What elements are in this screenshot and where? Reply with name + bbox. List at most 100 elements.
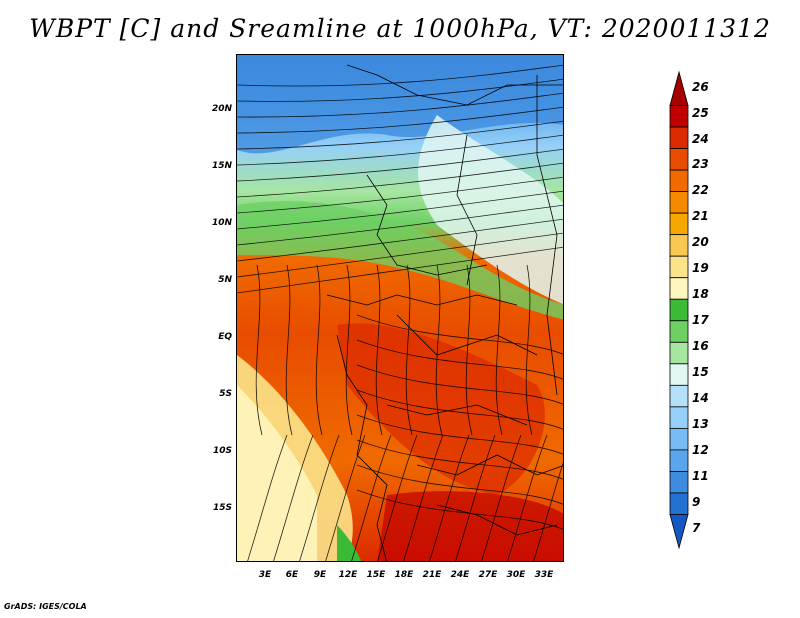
streamline bbox=[525, 264, 533, 436]
streamline bbox=[356, 364, 563, 405]
colorbar-label-9: 9 bbox=[692, 495, 701, 509]
lon-label-33e: 33E bbox=[534, 570, 554, 580]
streamline bbox=[429, 434, 470, 561]
cooler-coast-west bbox=[237, 385, 317, 561]
lon-label-30e: 30E bbox=[506, 570, 526, 580]
streamline bbox=[356, 339, 563, 380]
streamline bbox=[237, 162, 563, 198]
colorbar-box bbox=[669, 320, 689, 343]
wbpt-field-map bbox=[237, 55, 563, 561]
colorbar-box bbox=[669, 169, 689, 193]
colorbar-label-17: 17 bbox=[692, 313, 709, 327]
lat-label-5s: 5S bbox=[219, 389, 232, 399]
lon-label-6e: 6E bbox=[285, 570, 299, 580]
lon-label-15e: 15E bbox=[366, 570, 386, 580]
streamline bbox=[237, 64, 563, 87]
streamline bbox=[273, 434, 314, 561]
streamline bbox=[237, 106, 563, 134]
colorbar-box bbox=[669, 277, 689, 300]
colorbar-label-26: 26 bbox=[692, 80, 709, 94]
colorbar-label-23: 23 bbox=[692, 157, 709, 171]
streamline bbox=[237, 246, 563, 294]
warm-core-central bbox=[337, 323, 545, 495]
streamline bbox=[237, 218, 563, 262]
lon-label-21e: 21E bbox=[422, 570, 442, 580]
streamline bbox=[237, 92, 563, 118]
colorbar-box bbox=[669, 471, 689, 494]
lon-label-3e: 3E bbox=[258, 570, 272, 580]
lat-label-20n: 20N bbox=[211, 104, 232, 114]
streamline bbox=[237, 134, 563, 166]
cold-zone-north bbox=[237, 55, 563, 154]
streamline bbox=[237, 120, 563, 150]
colorbar-boxes bbox=[669, 70, 689, 550]
green-band bbox=[237, 201, 563, 320]
streamline bbox=[237, 176, 563, 214]
streamline bbox=[237, 190, 563, 230]
lat-label-15n: 15N bbox=[211, 161, 232, 171]
colorbar-box bbox=[669, 191, 689, 214]
streamline bbox=[377, 434, 418, 561]
colorbar-label-12: 12 bbox=[692, 443, 709, 457]
colorbar-box bbox=[669, 148, 689, 171]
lat-label-10n: 10N bbox=[211, 218, 232, 228]
colorbar-label-25: 25 bbox=[692, 106, 709, 120]
colorbar-box bbox=[669, 126, 689, 149]
streamline bbox=[356, 389, 563, 430]
footer-credit: GrADS: IGES/COLA bbox=[4, 602, 87, 611]
lon-label-12e: 12E bbox=[338, 570, 358, 580]
colorbar-box bbox=[669, 298, 689, 322]
country-borders bbox=[326, 64, 563, 561]
colorbar-label-24: 24 bbox=[692, 132, 709, 146]
colorbar-box bbox=[669, 449, 689, 472]
colorbar-label-20: 20 bbox=[692, 235, 709, 249]
colorbar-box bbox=[669, 492, 689, 515]
lat-label-eq: EQ bbox=[218, 332, 232, 342]
colorbar-label-16: 16 bbox=[692, 339, 709, 353]
streamline bbox=[455, 434, 496, 561]
colorbar-box bbox=[669, 427, 689, 451]
chart-title: WBPT [C] and Sreamline at 1000hPa, VT: 2… bbox=[29, 14, 771, 43]
streamline bbox=[356, 314, 563, 355]
streamline bbox=[356, 414, 563, 455]
streamline bbox=[237, 204, 563, 246]
colorbar-box bbox=[669, 341, 689, 365]
streamline bbox=[375, 264, 383, 436]
lat-label-10s: 10S bbox=[212, 446, 232, 456]
colorbar-box bbox=[669, 406, 689, 429]
streamline bbox=[285, 264, 293, 436]
streamline bbox=[533, 462, 563, 561]
streamline bbox=[356, 439, 563, 480]
lon-label-24e: 24E bbox=[450, 570, 470, 580]
colorbar-label-19: 19 bbox=[692, 261, 709, 275]
streamline bbox=[481, 434, 522, 561]
streamlines bbox=[237, 64, 563, 561]
colorbar-box bbox=[669, 255, 689, 279]
colorbar-label-22: 22 bbox=[692, 183, 709, 197]
streamline bbox=[237, 78, 563, 102]
colorbar-label-21: 21 bbox=[692, 209, 709, 223]
colorbar-label-11: 11 bbox=[692, 469, 709, 483]
colorbar-box bbox=[669, 70, 689, 106]
lon-label-9e: 9E bbox=[313, 570, 327, 580]
streamline bbox=[315, 264, 323, 436]
colorbar-label-13: 13 bbox=[692, 417, 709, 431]
streamline bbox=[237, 148, 563, 182]
streamline bbox=[237, 232, 563, 278]
streamline bbox=[247, 434, 288, 561]
lat-label-15s: 15S bbox=[212, 503, 232, 513]
streamline bbox=[351, 434, 392, 561]
colorbar-box bbox=[669, 234, 689, 257]
colorbar-label-18: 18 bbox=[692, 287, 709, 301]
streamline bbox=[435, 264, 443, 436]
streamline bbox=[403, 434, 444, 561]
colorbar-box bbox=[669, 384, 689, 408]
colorbar-box bbox=[669, 363, 689, 386]
streamline bbox=[325, 434, 366, 561]
colorbar-box bbox=[669, 514, 689, 550]
colorbar-label-7: 7 bbox=[692, 521, 701, 535]
cool-zone-east bbox=[418, 115, 563, 305]
colorbar-box bbox=[669, 212, 689, 236]
streamline bbox=[255, 264, 263, 436]
colorbar-label-15: 15 bbox=[692, 365, 709, 379]
